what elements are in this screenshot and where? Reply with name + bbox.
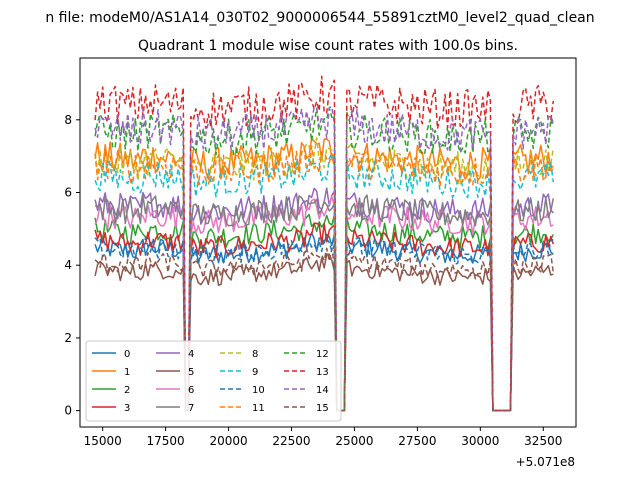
legend-label-3: 3: [124, 403, 130, 414]
legend-label-0: 0: [124, 349, 130, 360]
legend-label-4: 4: [188, 349, 194, 360]
series-line-14: [94, 106, 555, 412]
series-line-10: [94, 236, 554, 412]
x-tick-label: 20000: [209, 434, 247, 448]
y-tick-label: 0: [64, 404, 72, 418]
legend-box: [85, 340, 342, 422]
y-tick-label: 2: [64, 331, 72, 345]
x-tick-label: 22500: [272, 434, 310, 448]
chart-title: Quadrant 1 module wise count rates with …: [138, 38, 518, 54]
legend-label-1: 1: [124, 367, 130, 378]
legend-label-14: 14: [316, 385, 329, 396]
x-tick-label: 25000: [335, 434, 373, 448]
series-line-7: [94, 194, 555, 412]
series-line-12: [94, 107, 555, 412]
y-tick-label: 8: [64, 113, 72, 127]
x-offset-label: +5.071e8: [516, 455, 575, 469]
legend-label-9: 9: [252, 367, 258, 378]
x-tick-label: 32500: [524, 434, 562, 448]
legend-label-6: 6: [188, 385, 194, 396]
legend-label-5: 5: [188, 367, 194, 378]
x-tick-label: 15000: [84, 434, 122, 448]
series-line-0: [94, 231, 554, 412]
legend-label-13: 13: [316, 367, 329, 378]
y-tick-label: 6: [64, 186, 72, 200]
x-tick-label: 30000: [461, 434, 499, 448]
y-axis: 0 2 4 6 8: [64, 113, 80, 418]
legend-label-8: 8: [252, 349, 258, 360]
series-line-11: [94, 145, 554, 412]
legend-label-2: 2: [124, 385, 130, 396]
series-layer: [94, 75, 555, 412]
legend-label-10: 10: [252, 385, 265, 396]
legend-label-12: 12: [316, 349, 329, 360]
y-tick-label: 4: [64, 258, 72, 272]
series-line-13: [94, 75, 555, 412]
series-line-3: [94, 222, 555, 412]
figure-header: n file: modeM0/AS1A14_030T02_9000006544_…: [45, 10, 594, 26]
x-axis: 15000 17500 20000 22500 25000 27500 30000 32500: [84, 427, 562, 448]
x-tick-label: 17500: [147, 434, 185, 448]
legend-label-7: 7: [188, 403, 194, 414]
plot-frame: [79, 57, 577, 428]
series-line-5: [94, 253, 554, 412]
x-tick-label: 27500: [398, 434, 436, 448]
legend-label-15: 15: [316, 403, 329, 414]
legend-label-11: 11: [252, 403, 265, 414]
